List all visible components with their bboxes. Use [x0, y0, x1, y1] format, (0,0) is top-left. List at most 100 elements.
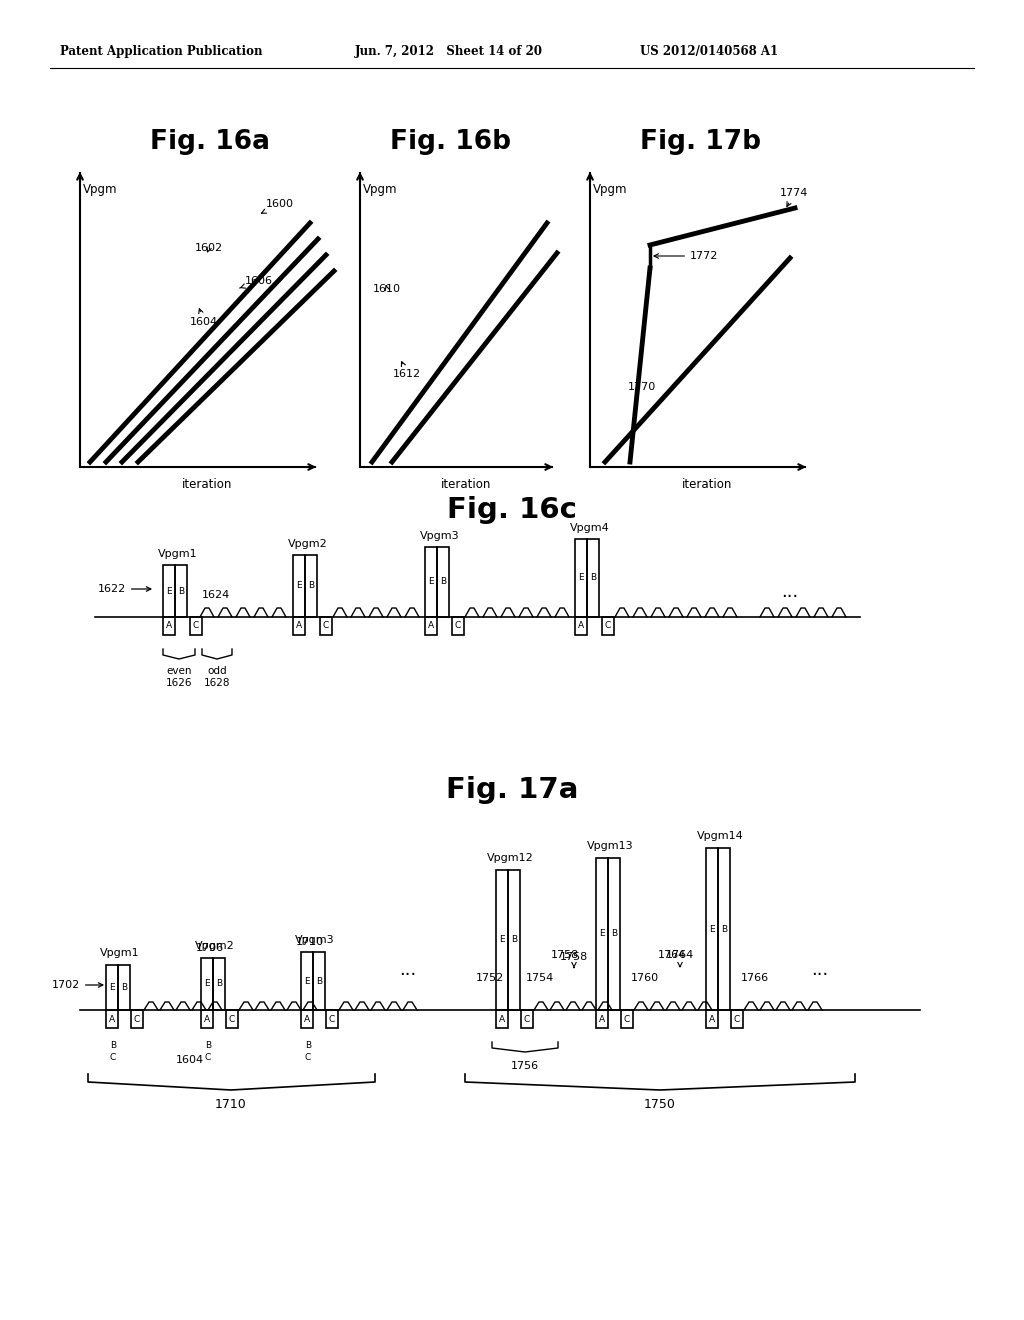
Text: 1600: 1600 [261, 199, 294, 214]
Text: E: E [499, 936, 505, 945]
Bar [301, 952, 313, 1010]
Bar [596, 1010, 608, 1028]
Text: Vpgm3: Vpgm3 [420, 531, 460, 541]
Text: 1772: 1772 [654, 251, 719, 261]
Text: 1604: 1604 [176, 1055, 204, 1065]
Text: ...: ... [399, 961, 417, 979]
Text: B: B [316, 977, 323, 986]
Bar [452, 616, 464, 635]
Text: 1622: 1622 [97, 583, 151, 594]
Bar [508, 870, 520, 1010]
Text: A: A [204, 1015, 210, 1023]
Text: B: B [611, 929, 617, 939]
Text: 1610: 1610 [373, 284, 401, 294]
Text: Jun. 7, 2012   Sheet 14 of 20: Jun. 7, 2012 Sheet 14 of 20 [355, 45, 543, 58]
Text: 1750: 1750 [644, 1097, 676, 1110]
Text: B: B [110, 1040, 116, 1049]
Text: C: C [624, 1015, 630, 1023]
Text: A: A [599, 1015, 605, 1023]
Text: A: A [709, 1015, 715, 1023]
Text: A: A [296, 622, 302, 631]
Text: Fig. 17a: Fig. 17a [445, 776, 579, 804]
Text: 1628: 1628 [204, 678, 230, 688]
Text: 1754: 1754 [526, 973, 554, 983]
Text: E: E [710, 924, 715, 933]
Text: ...: ... [781, 583, 799, 601]
Text: B: B [121, 983, 127, 993]
Bar [293, 554, 305, 616]
Text: 1770: 1770 [628, 381, 656, 392]
Bar [190, 616, 202, 635]
Text: Vpgm13: Vpgm13 [587, 841, 633, 851]
Bar [131, 1010, 143, 1028]
Text: B: B [440, 578, 446, 586]
Text: Vpgm1: Vpgm1 [100, 948, 140, 958]
Bar [425, 616, 437, 635]
Bar [706, 1010, 718, 1028]
Bar [305, 554, 317, 616]
Text: C: C [524, 1015, 530, 1023]
Bar [731, 1010, 743, 1028]
Text: iteration: iteration [440, 479, 492, 491]
Bar [425, 546, 437, 616]
Bar [163, 616, 175, 635]
Bar [496, 870, 508, 1010]
Text: iteration: iteration [182, 479, 232, 491]
Text: C: C [329, 1015, 335, 1023]
Text: E: E [304, 977, 310, 986]
Bar [319, 616, 332, 635]
Text: 1752: 1752 [476, 973, 504, 983]
Bar [213, 958, 225, 1010]
Text: A: A [578, 622, 584, 631]
Text: 1612: 1612 [393, 362, 421, 379]
Bar [437, 546, 449, 616]
Text: Vpgm2: Vpgm2 [288, 539, 328, 549]
Text: Vpgm: Vpgm [362, 182, 397, 195]
Bar [596, 858, 608, 1010]
Text: Fig. 16a: Fig. 16a [150, 129, 270, 154]
Text: Fig. 17b: Fig. 17b [640, 129, 761, 154]
Bar [621, 1010, 633, 1028]
Bar [575, 539, 587, 616]
Bar [175, 565, 187, 616]
Text: 1764: 1764 [657, 950, 686, 960]
Text: odd: odd [207, 667, 226, 676]
Text: B: B [216, 979, 222, 989]
Text: 1702: 1702 [52, 979, 102, 990]
Text: 1760: 1760 [631, 973, 659, 983]
Text: 1756: 1756 [511, 1061, 539, 1071]
Text: Fig. 16c: Fig. 16c [447, 496, 577, 524]
Text: B: B [308, 582, 314, 590]
Text: 1774: 1774 [780, 187, 808, 206]
Bar [163, 565, 175, 616]
Text: 1606: 1606 [240, 276, 273, 288]
Bar [226, 1010, 238, 1028]
Text: ...: ... [811, 961, 828, 979]
Text: A: A [428, 622, 434, 631]
Text: Vpgm3: Vpgm3 [295, 935, 335, 945]
Text: 1624: 1624 [202, 590, 230, 601]
Bar [587, 539, 599, 616]
Text: Fig. 16b: Fig. 16b [389, 129, 511, 154]
Bar [301, 1010, 313, 1028]
Text: B: B [305, 1040, 311, 1049]
Text: C: C [193, 622, 199, 631]
Text: 1626: 1626 [166, 678, 193, 688]
Text: B: B [590, 573, 596, 582]
Text: A: A [109, 1015, 115, 1023]
Text: E: E [599, 929, 605, 939]
Text: A: A [166, 622, 172, 631]
Text: Vpgm12: Vpgm12 [486, 853, 534, 863]
Text: 1764: 1764 [666, 950, 694, 966]
Text: C: C [323, 622, 329, 631]
Text: Vpgm1: Vpgm1 [158, 549, 198, 558]
Text: even: even [166, 667, 191, 676]
Bar [106, 1010, 118, 1028]
Text: C: C [605, 622, 611, 631]
Text: C: C [134, 1015, 140, 1023]
Text: Vpgm14: Vpgm14 [696, 832, 743, 841]
Bar [496, 1010, 508, 1028]
Text: E: E [579, 573, 584, 582]
Text: B: B [721, 924, 727, 933]
Bar [106, 965, 118, 1010]
